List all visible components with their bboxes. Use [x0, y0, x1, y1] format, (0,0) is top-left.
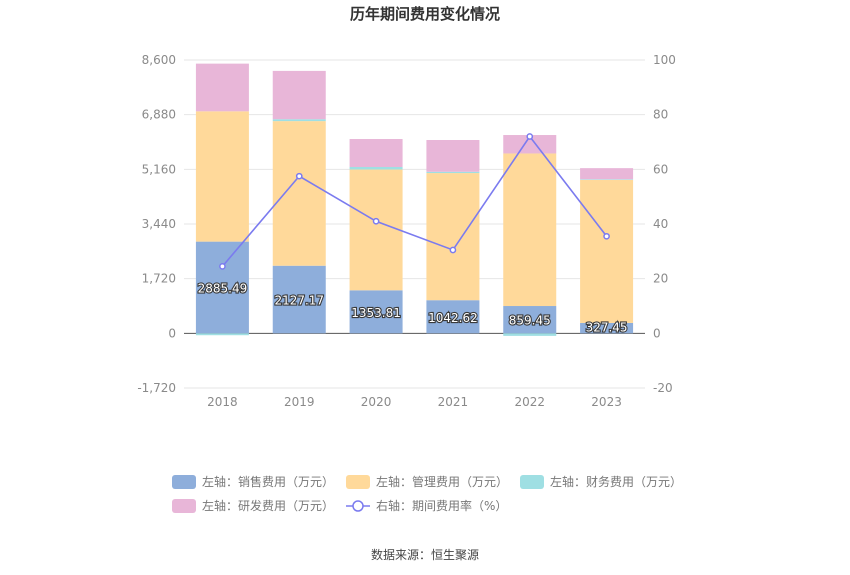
left-axis: -1,720 0 1,720 3,440 5,160 6,880 8,600: [137, 53, 176, 395]
y-left-tick-label: 1,720: [142, 272, 176, 286]
x-tick-label: 2022: [514, 395, 545, 409]
legend-item[interactable]: 左轴：管理费用（万元）: [346, 474, 508, 489]
legend-item[interactable]: 右轴：期间费用率（%）: [346, 498, 507, 513]
bar-segment: [503, 135, 557, 154]
x-tick-label: 2018: [207, 395, 238, 409]
bar-segment: [503, 306, 557, 334]
y-right-tick-label: 100: [653, 53, 676, 67]
legend-item[interactable]: 左轴：研发费用（万元）: [172, 498, 334, 513]
rate-point: [603, 232, 610, 240]
bar-value-label: 2127.17: [274, 294, 324, 308]
x-axis: 2018 2019 2020 2021 2022 2023: [207, 395, 622, 409]
y-right-tick-label: 40: [653, 217, 668, 231]
grid-layer: [184, 59, 645, 389]
bar-segment: [272, 265, 326, 334]
y-right-tick-label: 60: [653, 162, 668, 176]
data-source: 数据来源：恒生聚源: [371, 547, 479, 562]
bar-segment: [503, 153, 557, 307]
y-right-tick-label: 0: [653, 326, 661, 340]
legend-label: 左轴：研发费用（万元）: [202, 498, 334, 513]
bar-segment: [580, 168, 634, 180]
bar-segment: [195, 241, 249, 334]
bar-segment: [503, 333, 557, 336]
bar-segment: [349, 139, 403, 167]
bar-segment: [349, 290, 403, 334]
bars-layer: [195, 63, 634, 336]
line-layer: [219, 133, 610, 270]
bar-segment: [426, 173, 480, 301]
bar-segment: [349, 166, 403, 170]
legend-item[interactable]: 左轴：财务费用（万元）: [520, 474, 682, 489]
bar-value-label: 327.45: [586, 320, 628, 334]
rate-point: [449, 246, 457, 254]
y-left-tick-label: 0: [168, 326, 176, 340]
rate-point: [219, 263, 226, 270]
y-right-tick-label: 20: [653, 272, 668, 286]
x-tick-label: 2020: [361, 395, 392, 409]
bar-value-label: 2885.49: [198, 281, 248, 295]
legend-label: 左轴：销售费用（万元）: [202, 474, 334, 489]
legend-label: 左轴：财务费用（万元）: [550, 474, 682, 489]
bar-segment: [426, 300, 480, 334]
bar-segment: [349, 169, 403, 291]
x-tick-label: 2019: [284, 395, 315, 409]
legend-point-swatch: [352, 500, 364, 512]
bar-segment: [195, 333, 249, 336]
legend-swatch: [172, 499, 196, 513]
rate-point: [526, 133, 534, 140]
y-left-tick-label: 5,160: [142, 162, 176, 176]
y-left-tick-label: 6,880: [142, 108, 176, 122]
legend-item[interactable]: 左轴：销售费用（万元）: [172, 474, 334, 489]
bar-segment: [272, 121, 326, 266]
bar-segment: [426, 140, 480, 172]
legend[interactable]: 左轴：销售费用（万元） 左轴：管理费用（万元） 左轴：财务费用（万元） 左轴：研发费用…: [172, 474, 682, 513]
y-left-tick-label: 8,600: [142, 53, 176, 67]
x-tick-label: 2023: [591, 395, 622, 409]
legend-label: 右轴：期间费用率（%）: [376, 498, 507, 513]
legend-swatch: [346, 475, 370, 489]
legend-label: 左轴：管理费用（万元）: [376, 474, 508, 489]
bar-value-label: 1353.81: [351, 306, 401, 320]
chart-title: 历年期间费用变化情况: [350, 5, 500, 23]
bar-labels-layer: 2885.49 2127.17 1353.81 1042.62 859.45 327.45: [197, 280, 629, 335]
y-left-tick-label: -1,720: [137, 381, 176, 395]
y-left-tick-label: 3,440: [142, 217, 176, 231]
bar-segment: [580, 179, 634, 180]
bar-segment: [272, 119, 326, 122]
bar-segment: [195, 63, 249, 112]
y-right-tick-label: -20: [653, 381, 673, 395]
bar-value-label: 1042.62: [428, 311, 478, 325]
legend-swatch: [172, 475, 196, 489]
rate-point: [295, 172, 303, 180]
legend-swatch: [520, 475, 544, 489]
bar-segment: [272, 70, 326, 120]
bar-segment: [426, 171, 480, 174]
rate-line: [221, 135, 608, 267]
x-tick-label: 2021: [438, 395, 469, 409]
bar-segment: [195, 111, 249, 242]
y-right-tick-label: 80: [653, 108, 668, 122]
right-axis: -20 0 20 40 60 80 100: [653, 53, 676, 395]
rate-point: [372, 217, 380, 225]
bar-segment: [580, 179, 634, 323]
bar-segment: [580, 322, 634, 334]
bar-value-label: 859.45: [509, 314, 551, 328]
